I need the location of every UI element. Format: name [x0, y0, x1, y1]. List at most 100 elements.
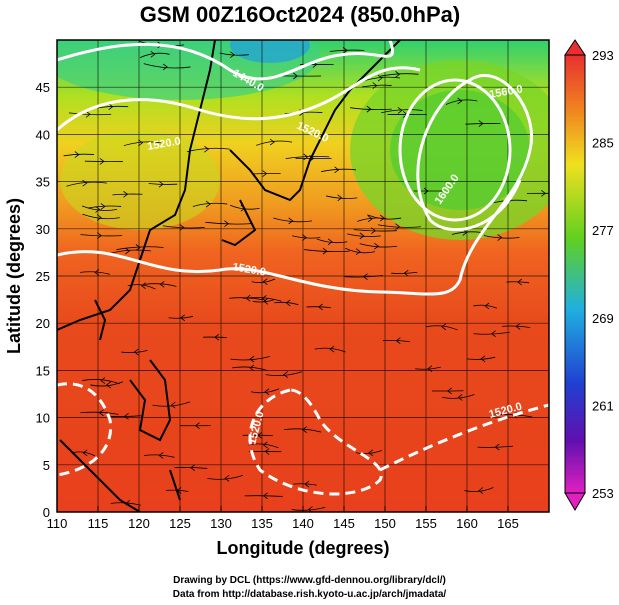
streamline [116, 246, 164, 251]
streamline-arrow [94, 269, 100, 276]
streamline-arrow [497, 234, 503, 241]
streamline-arrow [484, 302, 490, 310]
streamline [90, 381, 124, 387]
streamline-arrow [74, 151, 80, 158]
streamline-arrow [372, 82, 378, 89]
y-tick-labels: 0 5 10 15 20 25 30 35 40 45 [36, 80, 50, 520]
streamline-arrow [441, 323, 447, 331]
streamline-arrow [327, 238, 333, 246]
streamline-arrow [379, 214, 385, 222]
streamline-arrow [82, 449, 88, 457]
colorbar: 293 285 277 269 261 253 [564, 39, 614, 511]
colorbar-tick-label: 293 [592, 48, 614, 63]
streamline [355, 450, 383, 454]
colorbar-tick-label: 269 [592, 311, 614, 326]
streamline-arrow [158, 180, 164, 188]
contour-label: 1520.0 [231, 261, 266, 279]
streamline-arrow [125, 247, 131, 255]
streamline-arrow [214, 333, 220, 341]
streamline-arrow [478, 120, 484, 127]
temperature-field [57, 40, 549, 512]
streamline [473, 304, 498, 309]
x-tick-label: 150 [374, 516, 396, 531]
streamline [316, 238, 348, 244]
streamline-arrow [427, 365, 433, 373]
streamline-arrow [262, 441, 268, 449]
streamline-arrow [158, 452, 164, 459]
wind-streamlines [57, 41, 549, 512]
streamline-arrow [170, 401, 176, 409]
streamline-arrow [285, 299, 291, 307]
streamline [314, 347, 346, 353]
streamline-arrow [395, 70, 401, 78]
streamline [359, 243, 397, 248]
colorbar-tick-label: 261 [592, 398, 614, 413]
streamline-arrow [263, 298, 269, 305]
streamline [367, 214, 402, 220]
streamline-arrow [205, 200, 211, 208]
streamline-arrow [322, 247, 328, 255]
streamline [265, 371, 302, 376]
streamline [451, 231, 482, 235]
streamline-arrow [371, 227, 376, 235]
streamline-arrow [293, 72, 299, 80]
streamline-arrow [397, 107, 403, 114]
x-axis-title: Longitude (degrees) [216, 538, 389, 558]
streamline-arrow [395, 337, 401, 345]
streamline-arrow [515, 323, 521, 330]
streamline-arrow [123, 413, 129, 420]
streamline-arrow [490, 330, 496, 338]
streamline-arrow [123, 190, 129, 198]
streamline-arrow [97, 232, 102, 239]
streamline [363, 76, 401, 82]
streamline-arrow [342, 47, 348, 54]
colorbar-upper-arrow [564, 39, 586, 56]
x-tick-label: 110 [47, 516, 68, 531]
streamline-arrow [264, 448, 270, 455]
streamline-arrow [337, 194, 343, 202]
streamline-arrow [374, 242, 379, 250]
streamline-arrow [457, 394, 463, 401]
streamline-arrow [82, 179, 88, 187]
streamline-arrow [98, 409, 104, 417]
streamline-arrow [140, 282, 146, 290]
x-tick-label: 120 [128, 516, 150, 531]
streamline [139, 52, 170, 59]
streamline-arrow [403, 269, 409, 277]
streamline [82, 379, 120, 385]
streamline [251, 278, 276, 283]
streamline-arrow [355, 248, 361, 255]
streamline-arrow [224, 475, 230, 482]
streamline-arrow [96, 214, 102, 221]
streamline [232, 366, 269, 372]
streamline-arrow [288, 217, 294, 225]
streamline-arrow [366, 105, 372, 113]
streamline-arrow [367, 215, 373, 223]
streamline [273, 217, 313, 223]
y-tick-label: 40 [36, 127, 50, 142]
y-tick-label: 20 [36, 316, 50, 331]
contour-label: 1520.0 [146, 135, 181, 153]
streamline-arrow [262, 278, 268, 285]
streamline-arrow [269, 138, 275, 146]
streamline [284, 428, 322, 433]
x-tick-label: 125 [169, 516, 191, 531]
streamline [252, 298, 276, 303]
y-tick-label: 25 [36, 269, 50, 284]
colorbar-tick-label: 253 [592, 486, 614, 501]
streamline-arrow [138, 139, 144, 147]
streamline-arrow [359, 232, 365, 240]
streamline [127, 284, 156, 290]
streamline-arrow [262, 170, 268, 177]
streamline-arrow [133, 348, 139, 356]
streamline-arrow [204, 145, 210, 153]
colorbar-lower-arrow [564, 492, 586, 511]
x-tick-labels: 110 115 120 125 130 135 140 145 150 155 160 165 [47, 506, 519, 531]
streamline-arrow [377, 74, 383, 82]
streamline [243, 297, 282, 302]
x-tick-label: 160 [456, 516, 478, 531]
streamline-arrow [334, 166, 340, 174]
streamline-arrow [395, 223, 401, 231]
streamline [442, 394, 475, 399]
